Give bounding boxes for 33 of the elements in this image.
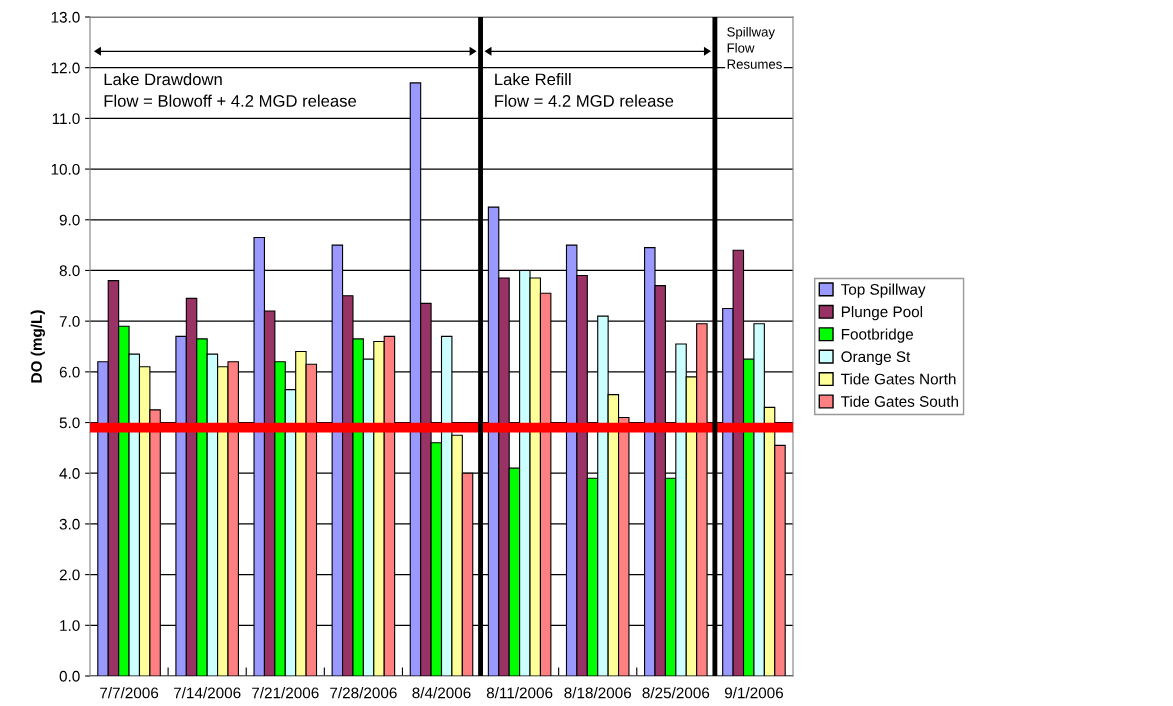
y-tick-label: 0.0	[59, 670, 80, 682]
annotation: Lake Drawdown Flow = Blowoff + 4.2 MGD release	[104, 73, 357, 107]
annotation: Lake Refill Flow = 4.2 MGD release	[495, 73, 674, 107]
legend-label: Footbridge	[841, 328, 914, 343]
y-tick-label: 13.0	[51, 11, 80, 23]
x-tick-label: 7/7/2006	[100, 687, 159, 699]
legend-label: Orange St	[841, 351, 911, 366]
legend-label: Plunge Pool	[841, 306, 923, 321]
y-tick-label: 8.0	[59, 265, 80, 277]
x-tick-label: 7/14/2006	[173, 687, 241, 699]
y-tick-label: 12.0	[51, 62, 80, 74]
x-tick-label: 8/11/2006	[486, 687, 553, 699]
y-tick-label: 9.0	[59, 214, 80, 226]
y-tick-label: 11.0	[52, 113, 80, 125]
y-tick-label: 6.0	[59, 366, 80, 378]
x-tick-label: 9/1/2006	[724, 687, 784, 699]
x-tick-label: 8/25/2006	[642, 687, 710, 699]
y-tick-label: 1.0	[60, 620, 80, 631]
y-axis-title: DO (mg/L)	[30, 310, 45, 383]
y-tick-label: 3.0	[59, 518, 80, 530]
annotation: Spillway Flow Resumes	[727, 26, 782, 69]
y-tick-label: 4.0	[59, 468, 80, 479]
x-tick-label: 8/4/2006	[412, 687, 471, 699]
y-tick-label: 2.0	[59, 569, 80, 581]
y-tick-label: 7.0	[59, 316, 80, 327]
y-tick-label: 5.0	[59, 417, 80, 429]
y-tick-label: 10.0	[51, 163, 80, 175]
legend-label: Tide Gates North	[841, 373, 956, 385]
x-tick-label: 7/21/2006	[252, 687, 319, 699]
x-tick-label: 7/28/2006	[330, 687, 397, 699]
x-tick-label: 8/18/2006	[564, 687, 632, 699]
legend-label: Top Spillway	[841, 283, 926, 298]
legend-label: Tide Gates South	[841, 395, 958, 407]
